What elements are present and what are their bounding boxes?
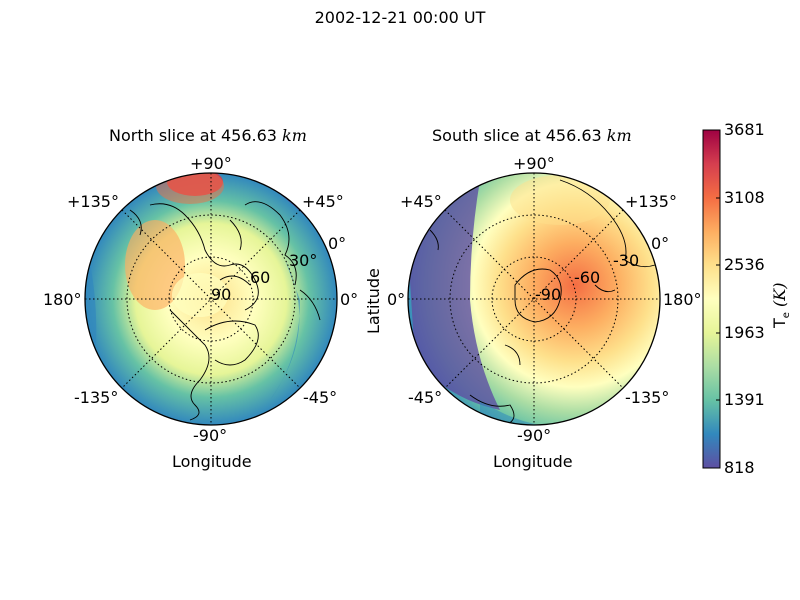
north-lat-label-0: 0° [328,234,347,253]
south-graticule [408,173,660,425]
north-lon-label-top: +90° [190,154,232,173]
north-graticule [85,173,337,425]
north-lat-label-90: 90 [211,285,232,304]
north-lon-label-lower-right: -45° [303,388,338,407]
north-title-unit: km [282,126,307,145]
colorbar-label: Te (K) [770,283,792,328]
north-lon-label-left: 180° [43,290,82,309]
north-lon-label-right: 0° [340,290,359,309]
south-xlabel: Longitude [493,452,573,471]
north-lon-label-bottom: -90° [193,426,228,445]
south-lon-label-upper-right: +135° [625,192,677,211]
colorbar-tick-label: 3108 [724,188,765,207]
south-lat-label-30: -30 [613,251,640,270]
north-panel-title: North slice at 456.63 km [109,126,307,145]
south-lat-label-0: 0° [651,234,670,253]
south-lon-label-bottom: -90° [517,426,552,445]
colorbar-tick-label: 818 [724,458,755,477]
north-xlabel: Longitude [172,452,252,471]
north-lon-label-upper-left: +135° [67,192,119,211]
colorbar-tick-label: 2536 [724,255,765,274]
north-lon-label-lower-left: -135° [74,388,119,407]
south-lat-label-90: -90 [535,285,562,304]
north-lat-label-60: 60 [250,268,271,287]
south-lon-label-lower-right: -135° [625,388,670,407]
south-lon-label-top: +90° [513,154,555,173]
colorbar-label-unit: (K) [770,282,789,307]
south-lat-label-60: -60 [574,268,601,287]
south-lon-label-lower-left: -45° [408,388,443,407]
south-lon-label-right: 180° [663,290,702,309]
south-polar-map [407,172,661,426]
north-title-text: North slice at 456.63 [109,126,277,145]
colorbar-label-sub: e [781,312,793,319]
south-lon-label-left: 0° [387,290,406,309]
north-lon-label-upper-right: +45° [302,192,344,211]
south-title-unit: km [606,126,632,145]
north-lat-label-30: 30° [289,251,318,270]
colorbar-tick-label: 1391 [724,390,765,409]
south-ylabel: Latitude [364,268,383,334]
south-panel-title: South slice at 456.63 km [432,126,632,145]
north-polar-map [84,172,338,426]
figure-title: 2002-12-21 00:00 UT [314,8,486,27]
south-lon-label-upper-left: +45° [400,192,442,211]
north-coastlines [129,201,321,421]
south-title-text: South slice at 456.63 [432,126,602,145]
colorbar-tick-label: 1963 [724,323,765,342]
colorbar-gradient [702,129,721,469]
colorbar [702,129,721,469]
colorbar-label-text: T [770,318,789,328]
south-coastlines [429,174,656,425]
colorbar-tick-label: 3681 [724,120,765,139]
